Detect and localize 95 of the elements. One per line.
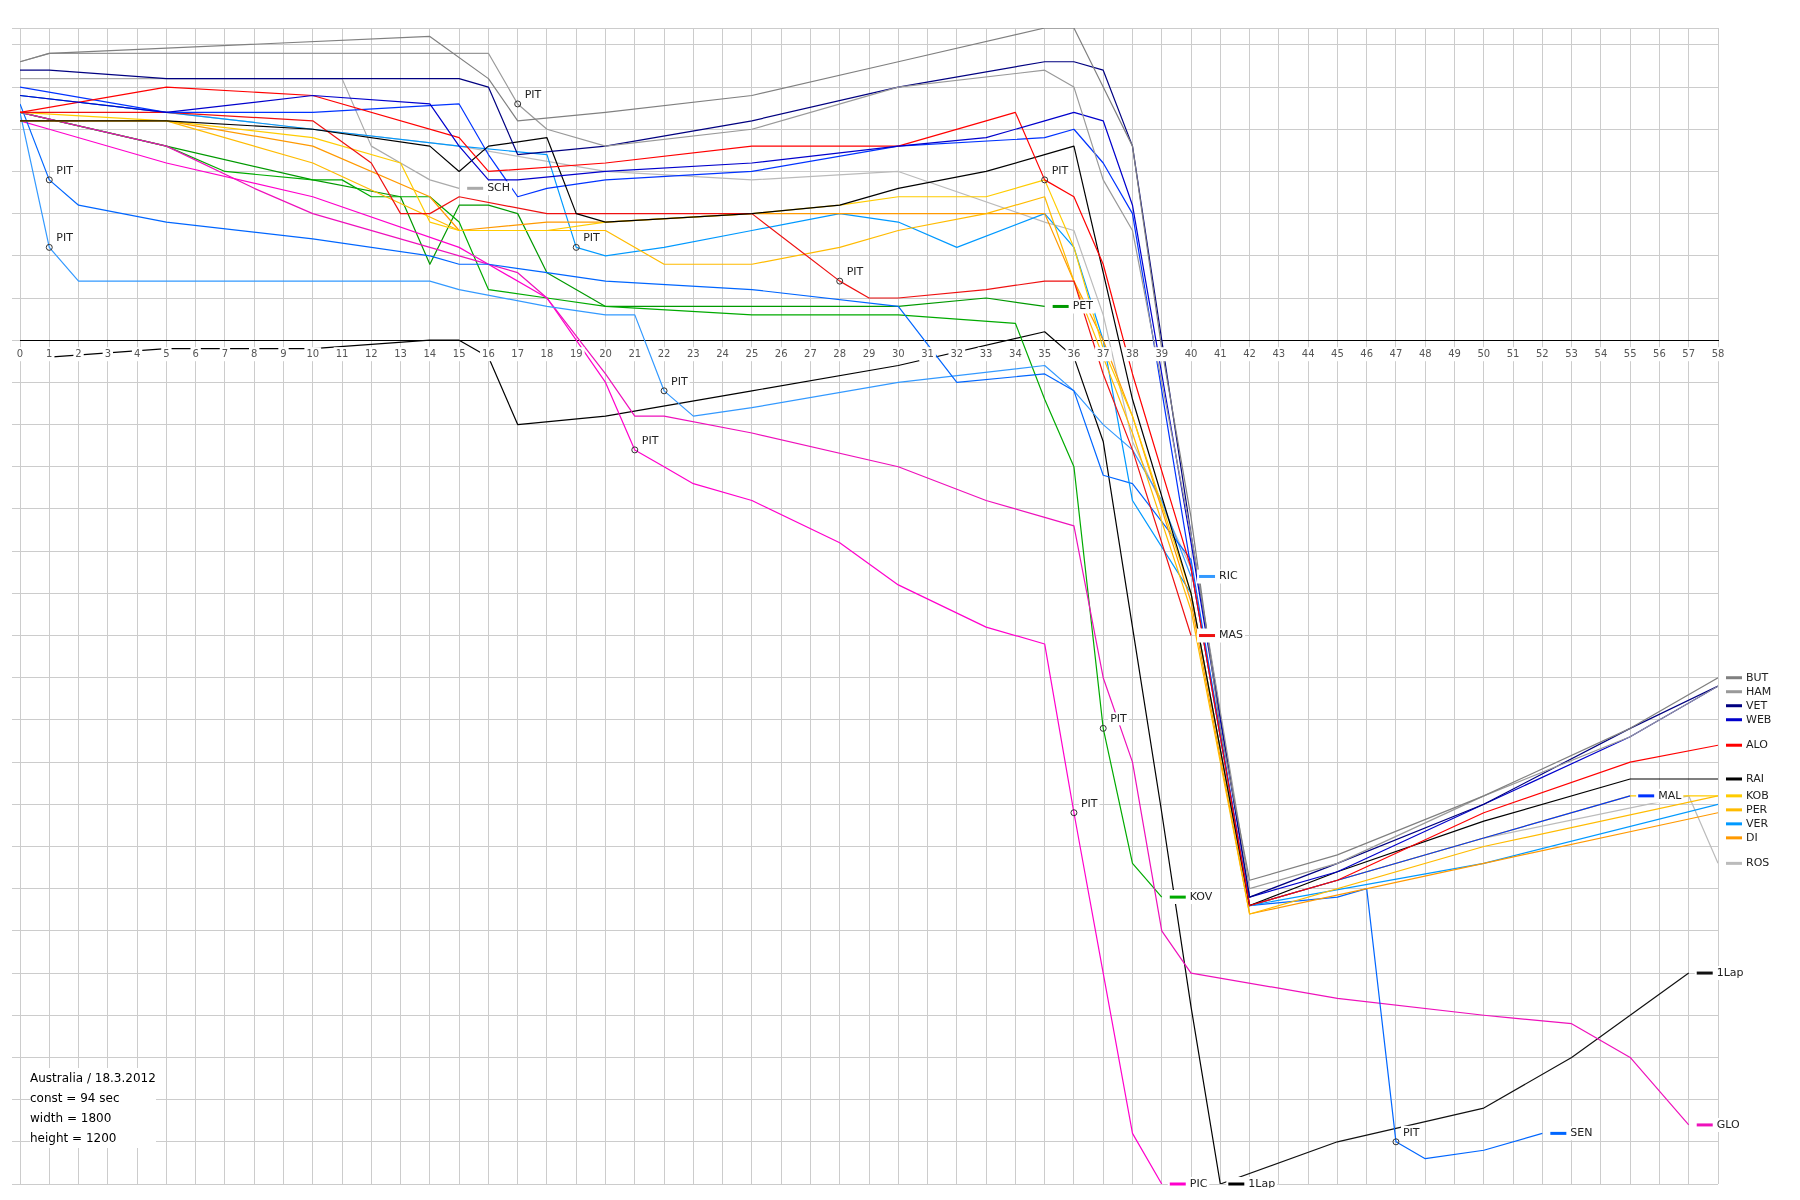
x-tick-label: 58 <box>1711 347 1725 359</box>
x-tick-label: 35 <box>1038 347 1052 359</box>
x-tick-label: 39 <box>1155 347 1169 359</box>
x-tick-label: 22 <box>657 347 671 359</box>
x-tick-label: 5 <box>163 347 170 359</box>
x-tick-label: 0 <box>16 347 24 359</box>
x-tick-label: 4 <box>133 347 141 359</box>
x-tick-label: 48 <box>1418 347 1432 359</box>
annotation: width = 1800 <box>30 1110 113 1127</box>
x-tick-label: 23 <box>686 347 700 359</box>
x-tick-label: 25 <box>745 347 759 359</box>
legend-label: RIC <box>1219 569 1238 583</box>
legend-label: ALO <box>1746 738 1769 752</box>
annotation: PIT <box>1110 712 1128 726</box>
x-tick-label: 43 <box>1272 347 1286 359</box>
x-tick-label: 6 <box>192 347 199 359</box>
x-tick-label: 41 <box>1213 347 1227 359</box>
x-tick-label: 24 <box>716 347 729 359</box>
x-tick-label: 17 <box>511 347 525 359</box>
legend-label: PIC <box>1189 1176 1208 1190</box>
legend-label: DI <box>1746 830 1758 844</box>
legend-label: PET <box>1072 299 1094 313</box>
x-tick-label: 9 <box>280 347 287 359</box>
x-tick-label: 50 <box>1477 347 1491 359</box>
x-tick-label: 20 <box>599 347 612 359</box>
x-tick-label: 18 <box>540 347 554 359</box>
x-tick-label: 10 <box>306 347 320 359</box>
legend-label: VET <box>1746 698 1768 712</box>
annotation: PIT <box>1402 1125 1420 1139</box>
x-tick-label: 36 <box>1067 347 1081 359</box>
legend-label: KOV <box>1189 889 1213 903</box>
annotation: PIT <box>641 433 659 447</box>
x-tick-label: 34 <box>1009 347 1022 359</box>
legend-label: KOB <box>1746 788 1769 802</box>
legend-label: SEN <box>1570 1126 1593 1140</box>
x-tick-label: 46 <box>1360 347 1374 359</box>
x-tick-label: 44 <box>1301 347 1315 359</box>
x-tick-label: 49 <box>1448 347 1461 359</box>
x-tick-label: 45 <box>1331 347 1344 359</box>
legend-label: VER <box>1746 816 1769 830</box>
x-tick-label: 56 <box>1653 347 1666 359</box>
legend-label: 1Lap <box>1716 965 1744 979</box>
x-tick-label: 14 <box>423 347 437 359</box>
x-tick-label: 31 <box>921 347 934 359</box>
x-tick-label: 42 <box>1243 347 1256 359</box>
annotation: PIT <box>1080 796 1098 810</box>
legend-label: SCH <box>487 181 511 195</box>
x-tick-label: 32 <box>950 347 964 359</box>
annotation: Australia / 18.3.2012 <box>30 1070 156 1087</box>
legend-label: MAS <box>1219 628 1244 642</box>
x-tick-label: 55 <box>1623 347 1637 359</box>
x-tick-label: 40 <box>1184 347 1198 359</box>
x-tick-label: 28 <box>833 347 847 359</box>
x-tick-label: 57 <box>1682 347 1696 359</box>
x-tick-label: 52 <box>1535 347 1549 359</box>
annotation: PIT <box>846 265 864 278</box>
legend-label: GLO <box>1716 1117 1740 1131</box>
x-tick-label: 2 <box>75 347 82 359</box>
x-tick-label: 53 <box>1565 347 1578 359</box>
legend-label: ROS <box>1746 856 1770 870</box>
x-tick-label: 12 <box>364 347 378 359</box>
annotation: PIT <box>56 231 74 245</box>
x-tick-label: 19 <box>569 347 583 359</box>
x-tick-label: 21 <box>628 347 642 359</box>
annotation: const = 94 sec <box>30 1090 121 1107</box>
x-tick-label: 26 <box>774 347 788 359</box>
x-tick-label: 54 <box>1594 347 1608 359</box>
x-tick-label: 38 <box>1126 347 1139 359</box>
x-tick-label: 37 <box>1096 347 1110 359</box>
legend-label: BUT <box>1746 670 1769 684</box>
annotation: PIT <box>56 163 74 177</box>
x-tick-label: 11 <box>335 347 349 359</box>
annotation: PIT <box>671 374 688 388</box>
x-tick-label: 51 <box>1506 347 1520 359</box>
x-tick-label: 27 <box>804 347 817 359</box>
annotation: PIT <box>583 231 601 245</box>
x-tick-label: 47 <box>1389 347 1403 359</box>
x-tick-label: 16 <box>482 347 495 359</box>
x-tick-label: 8 <box>251 347 258 359</box>
x-tick-label: 33 <box>979 347 993 359</box>
annotation: height = 1200 <box>30 1130 118 1147</box>
x-tick-label: 15 <box>452 347 466 359</box>
legend-label: PER <box>1746 802 1768 816</box>
x-tick-label: 3 <box>104 347 112 359</box>
x-tick-label: 13 <box>394 347 407 359</box>
legend-label: MAL <box>1658 788 1683 802</box>
x-tick-label: 29 <box>862 347 876 359</box>
legend-label: HAM <box>1746 684 1772 698</box>
annotation: PIT <box>1051 163 1069 177</box>
x-tick-label: 30 <box>891 347 905 359</box>
annotation: PIT <box>524 87 542 101</box>
x-tick-label: 1 <box>46 347 53 359</box>
x-tick-label: 7 <box>221 347 229 359</box>
legend-label: RAI <box>1746 771 1764 785</box>
legend-label: WEB <box>1746 712 1772 726</box>
